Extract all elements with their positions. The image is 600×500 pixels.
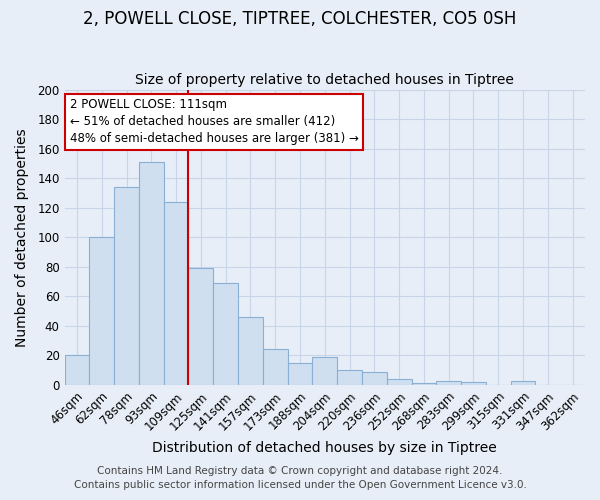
Bar (337, 370, 362, 385)
Bar (188, 268, 213, 385)
Bar (287, 363, 313, 385)
Bar (436, 380, 461, 385)
Title: Size of property relative to detached houses in Tiptree: Size of property relative to detached ho… (136, 73, 514, 87)
Bar (164, 202, 188, 385)
Text: Contains HM Land Registry data © Crown copyright and database right 2024.
Contai: Contains HM Land Registry data © Crown c… (74, 466, 526, 490)
Bar (461, 382, 486, 385)
Bar (65, 356, 89, 385)
Bar (263, 350, 287, 385)
Bar (139, 162, 164, 385)
Bar (238, 317, 263, 385)
Bar (412, 384, 436, 385)
Bar (387, 379, 412, 385)
Text: 2 POWELL CLOSE: 111sqm
← 51% of detached houses are smaller (412)
48% of semi-de: 2 POWELL CLOSE: 111sqm ← 51% of detached… (70, 98, 359, 146)
Bar (114, 187, 139, 385)
Bar (213, 283, 238, 385)
Text: 2, POWELL CLOSE, TIPTREE, COLCHESTER, CO5 0SH: 2, POWELL CLOSE, TIPTREE, COLCHESTER, CO… (83, 10, 517, 28)
X-axis label: Distribution of detached houses by size in Tiptree: Distribution of detached houses by size … (152, 441, 497, 455)
Bar (511, 380, 535, 385)
Bar (89, 237, 114, 385)
Y-axis label: Number of detached properties: Number of detached properties (15, 128, 29, 346)
Bar (313, 357, 337, 385)
Bar (362, 372, 387, 385)
